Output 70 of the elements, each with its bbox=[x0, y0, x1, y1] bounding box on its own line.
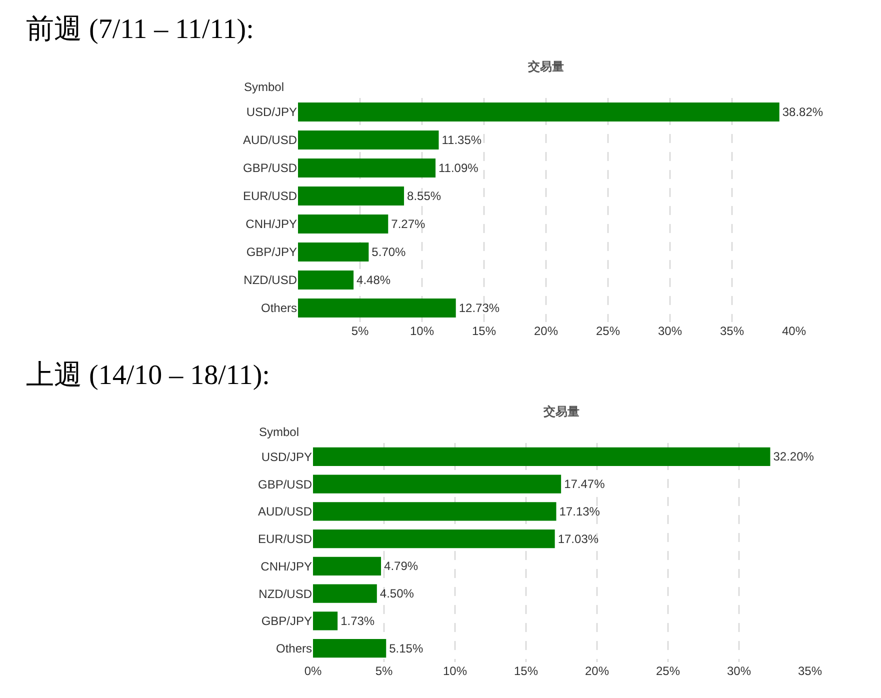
bar bbox=[298, 102, 780, 122]
y-tick-label: CNH/JPY bbox=[260, 559, 312, 574]
x-tick-label: 10% bbox=[442, 664, 468, 678]
x-tick-label: 35% bbox=[720, 324, 744, 338]
data-label: 11.35% bbox=[442, 133, 482, 147]
data-label: 5.15% bbox=[389, 641, 424, 656]
bar bbox=[313, 639, 386, 658]
data-label: 4.50% bbox=[380, 586, 414, 601]
x-tick-label: 25% bbox=[596, 324, 620, 338]
y-tick-label: EUR/USD bbox=[258, 532, 312, 546]
y-tick-label: USD/JPY bbox=[246, 105, 297, 120]
data-label: 17.47% bbox=[564, 477, 606, 492]
chart-title: 前週 (7/11 – 11/11): bbox=[26, 13, 254, 47]
data-label: 5.70% bbox=[372, 245, 406, 259]
y-tick-label: NZD/USD bbox=[244, 273, 298, 288]
data-label: 1.73% bbox=[340, 614, 375, 628]
x-tick-label: 0% bbox=[304, 664, 322, 678]
bar bbox=[298, 270, 354, 290]
chart-title: 上週 (14/10 – 18/11): bbox=[26, 359, 270, 393]
y-axis-title: Symbol bbox=[244, 80, 284, 94]
x-tick-label: 20% bbox=[584, 664, 610, 678]
bar bbox=[313, 474, 562, 494]
bar bbox=[313, 556, 382, 576]
data-label: 17.13% bbox=[559, 504, 600, 518]
bar bbox=[313, 584, 377, 603]
bar bbox=[298, 214, 388, 234]
y-tick-label: USD/JPY bbox=[261, 450, 312, 464]
bar bbox=[313, 502, 556, 521]
chart-subtitle: 交易量 bbox=[527, 59, 564, 74]
x-tick-label: 20% bbox=[534, 324, 558, 338]
data-label: 17.03% bbox=[558, 532, 599, 546]
x-tick-label: 35% bbox=[798, 664, 822, 678]
y-tick-label: GBP/JPY bbox=[261, 614, 312, 628]
y-tick-label: EUR/USD bbox=[242, 189, 298, 204]
x-tick-label: 5% bbox=[375, 664, 393, 678]
y-tick-label: Others bbox=[276, 642, 312, 656]
bar bbox=[298, 186, 404, 206]
data-label: 11.09% bbox=[438, 161, 479, 175]
bar bbox=[313, 447, 770, 466]
data-label: 8.55% bbox=[407, 189, 442, 203]
bar bbox=[298, 298, 456, 318]
bar bbox=[298, 242, 369, 262]
data-label: 12.73% bbox=[458, 301, 500, 315]
x-tick-label: 40% bbox=[782, 324, 806, 338]
chart-subtitle: 交易量 bbox=[542, 404, 580, 419]
data-label: 4.48% bbox=[356, 273, 391, 287]
x-tick-label: 25% bbox=[656, 664, 680, 678]
x-tick-label: 30% bbox=[658, 324, 682, 338]
bar bbox=[298, 130, 439, 150]
y-tick-label: GBP/USD bbox=[242, 161, 298, 176]
data-label: 38.82% bbox=[782, 105, 824, 119]
bar bbox=[313, 530, 555, 548]
bar bbox=[298, 158, 436, 178]
y-tick-label: AUD/USD bbox=[242, 133, 298, 148]
x-tick-label: 15% bbox=[472, 324, 496, 338]
y-tick-label: GBP/JPY bbox=[246, 245, 297, 260]
y-tick-label: NZD/USD bbox=[258, 586, 312, 601]
y-tick-label: CNH/JPY bbox=[246, 217, 297, 232]
data-label: 4.79% bbox=[384, 559, 418, 574]
x-tick-label: 10% bbox=[410, 324, 434, 338]
data-label: 7.27% bbox=[391, 217, 426, 231]
x-tick-label: 5% bbox=[351, 324, 369, 338]
y-axis-title: Symbol bbox=[259, 425, 300, 439]
y-tick-label: Others bbox=[260, 301, 297, 316]
y-tick-label: GBP/USD bbox=[258, 477, 312, 492]
data-label: 32.20% bbox=[773, 450, 814, 464]
y-tick-label: AUD/USD bbox=[258, 504, 312, 519]
x-tick-label: 15% bbox=[514, 664, 538, 678]
bar bbox=[313, 612, 338, 630]
x-tick-label: 30% bbox=[726, 664, 752, 678]
